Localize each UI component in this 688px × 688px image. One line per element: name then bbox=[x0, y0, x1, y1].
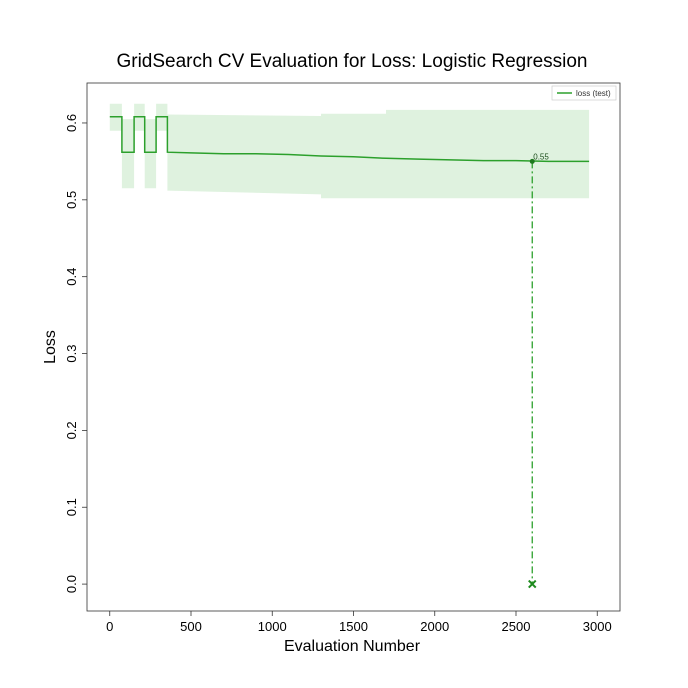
x-tick-label: 0 bbox=[106, 619, 113, 634]
x-tick-label: 3000 bbox=[583, 619, 612, 634]
y-tick-label: 0.0 bbox=[64, 575, 79, 593]
y-tick-label: 0.3 bbox=[64, 344, 79, 362]
x-tick-label: 1000 bbox=[258, 619, 287, 634]
y-tick-label: 0.1 bbox=[64, 498, 79, 516]
confidence-band bbox=[109, 103, 590, 199]
legend-label: loss (test) bbox=[576, 89, 611, 98]
best-value-label: 0.55 bbox=[533, 152, 549, 161]
plot-area: 0.55 bbox=[86, 82, 621, 612]
x-tick-label: 1500 bbox=[339, 619, 368, 634]
series-layer bbox=[109, 116, 590, 163]
y-tick-label: 0.4 bbox=[64, 268, 79, 286]
best-x-marker bbox=[528, 579, 537, 589]
band-area bbox=[109, 103, 590, 199]
y-axis: 0.0 0.1 0.2 0.3 0.4 0.5 0.6 bbox=[64, 114, 87, 593]
best-point bbox=[529, 158, 535, 164]
x-axis: 0 500 1000 1500 2000 2500 3000 bbox=[106, 611, 612, 634]
x-tick-label: 500 bbox=[180, 619, 202, 634]
chart-title: GridSearch CV Evaluation for Loss: Logis… bbox=[116, 51, 587, 72]
legend: loss (test) bbox=[551, 85, 617, 101]
best-marker: 0.55 bbox=[528, 152, 549, 589]
x-tick-label: 2500 bbox=[502, 619, 531, 634]
x-axis-title: Evaluation Number bbox=[284, 638, 421, 655]
legend-box bbox=[551, 85, 617, 101]
y-tick-label: 0.2 bbox=[64, 421, 79, 439]
y-axis-title: Loss bbox=[42, 330, 59, 364]
y-tick-label: 0.5 bbox=[64, 191, 79, 209]
y-tick-label: 0.6 bbox=[64, 114, 79, 132]
series-line-0 bbox=[109, 116, 590, 163]
x-tick-label: 2000 bbox=[420, 619, 449, 634]
